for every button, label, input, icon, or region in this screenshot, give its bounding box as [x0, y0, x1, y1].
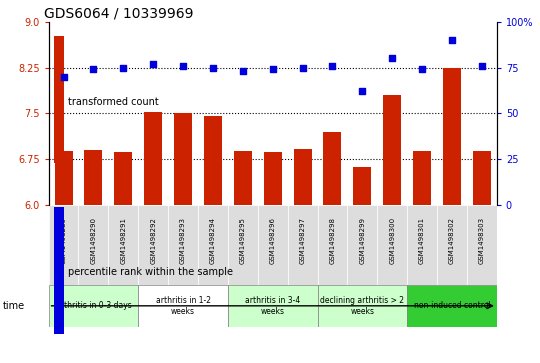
- Point: [268, 66, 277, 72]
- Bar: [174, 113, 192, 205]
- Bar: [264, 152, 282, 205]
- Text: arthritis in 3-4
weeks: arthritis in 3-4 weeks: [245, 296, 300, 315]
- Bar: [55, 151, 72, 205]
- Bar: [49, 205, 78, 285]
- Text: GSM1498291: GSM1498291: [120, 217, 126, 264]
- Point: [59, 74, 68, 79]
- Point: [388, 56, 396, 61]
- Bar: [109, 205, 138, 285]
- Text: time: time: [3, 301, 25, 311]
- Bar: [54, 36, 64, 163]
- Text: GSM1498301: GSM1498301: [419, 217, 425, 264]
- Text: arthritis in 1-2
weeks: arthritis in 1-2 weeks: [156, 296, 211, 315]
- Text: GSM1498296: GSM1498296: [269, 217, 276, 264]
- Text: GSM1498290: GSM1498290: [90, 217, 97, 264]
- Point: [328, 63, 337, 69]
- Point: [119, 65, 127, 70]
- Text: GSM1498298: GSM1498298: [329, 217, 335, 264]
- Bar: [407, 205, 437, 285]
- Point: [239, 68, 247, 74]
- Bar: [49, 285, 138, 327]
- Text: non-induced control: non-induced control: [414, 301, 490, 310]
- Bar: [228, 205, 258, 285]
- Bar: [437, 205, 467, 285]
- Text: GSM1498292: GSM1498292: [150, 217, 156, 264]
- Bar: [204, 117, 222, 205]
- Bar: [323, 132, 341, 205]
- Bar: [78, 205, 109, 285]
- Point: [179, 63, 187, 69]
- Text: GSM1498293: GSM1498293: [180, 217, 186, 264]
- Text: GSM1498297: GSM1498297: [300, 217, 306, 264]
- Point: [358, 89, 367, 94]
- Bar: [443, 68, 461, 205]
- Bar: [318, 285, 407, 327]
- Bar: [407, 285, 497, 327]
- Text: GSM1498302: GSM1498302: [449, 217, 455, 264]
- Point: [208, 65, 217, 70]
- Bar: [54, 207, 64, 334]
- Text: GSM1498294: GSM1498294: [210, 217, 216, 264]
- Bar: [168, 205, 198, 285]
- Bar: [228, 285, 318, 327]
- Bar: [318, 205, 347, 285]
- Bar: [114, 152, 132, 205]
- Text: GSM1498300: GSM1498300: [389, 217, 395, 264]
- Text: transformed count: transformed count: [68, 97, 158, 107]
- Point: [448, 37, 456, 43]
- Point: [298, 65, 307, 70]
- Bar: [138, 205, 168, 285]
- Text: GSM1498289: GSM1498289: [60, 217, 66, 264]
- Bar: [383, 95, 401, 205]
- Text: GSM1498299: GSM1498299: [359, 217, 366, 264]
- Bar: [377, 205, 407, 285]
- Text: declining arthritis > 2
weeks: declining arthritis > 2 weeks: [320, 296, 404, 315]
- Bar: [84, 150, 103, 205]
- Bar: [413, 151, 431, 205]
- Point: [477, 63, 486, 69]
- Text: GSM1498303: GSM1498303: [479, 217, 485, 264]
- Bar: [138, 285, 228, 327]
- Bar: [144, 112, 162, 205]
- Text: arthritis in 0-3 days: arthritis in 0-3 days: [56, 301, 131, 310]
- Bar: [473, 151, 491, 205]
- Bar: [234, 151, 252, 205]
- Bar: [198, 205, 228, 285]
- Point: [89, 66, 98, 72]
- Bar: [258, 205, 288, 285]
- Text: GDS6064 / 10339969: GDS6064 / 10339969: [44, 7, 194, 21]
- Point: [149, 61, 158, 67]
- Text: GSM1498295: GSM1498295: [240, 217, 246, 264]
- Bar: [347, 205, 377, 285]
- Bar: [467, 205, 497, 285]
- Text: percentile rank within the sample: percentile rank within the sample: [68, 267, 233, 277]
- Point: [418, 66, 427, 72]
- Bar: [353, 167, 372, 205]
- Bar: [294, 150, 312, 205]
- Bar: [288, 205, 318, 285]
